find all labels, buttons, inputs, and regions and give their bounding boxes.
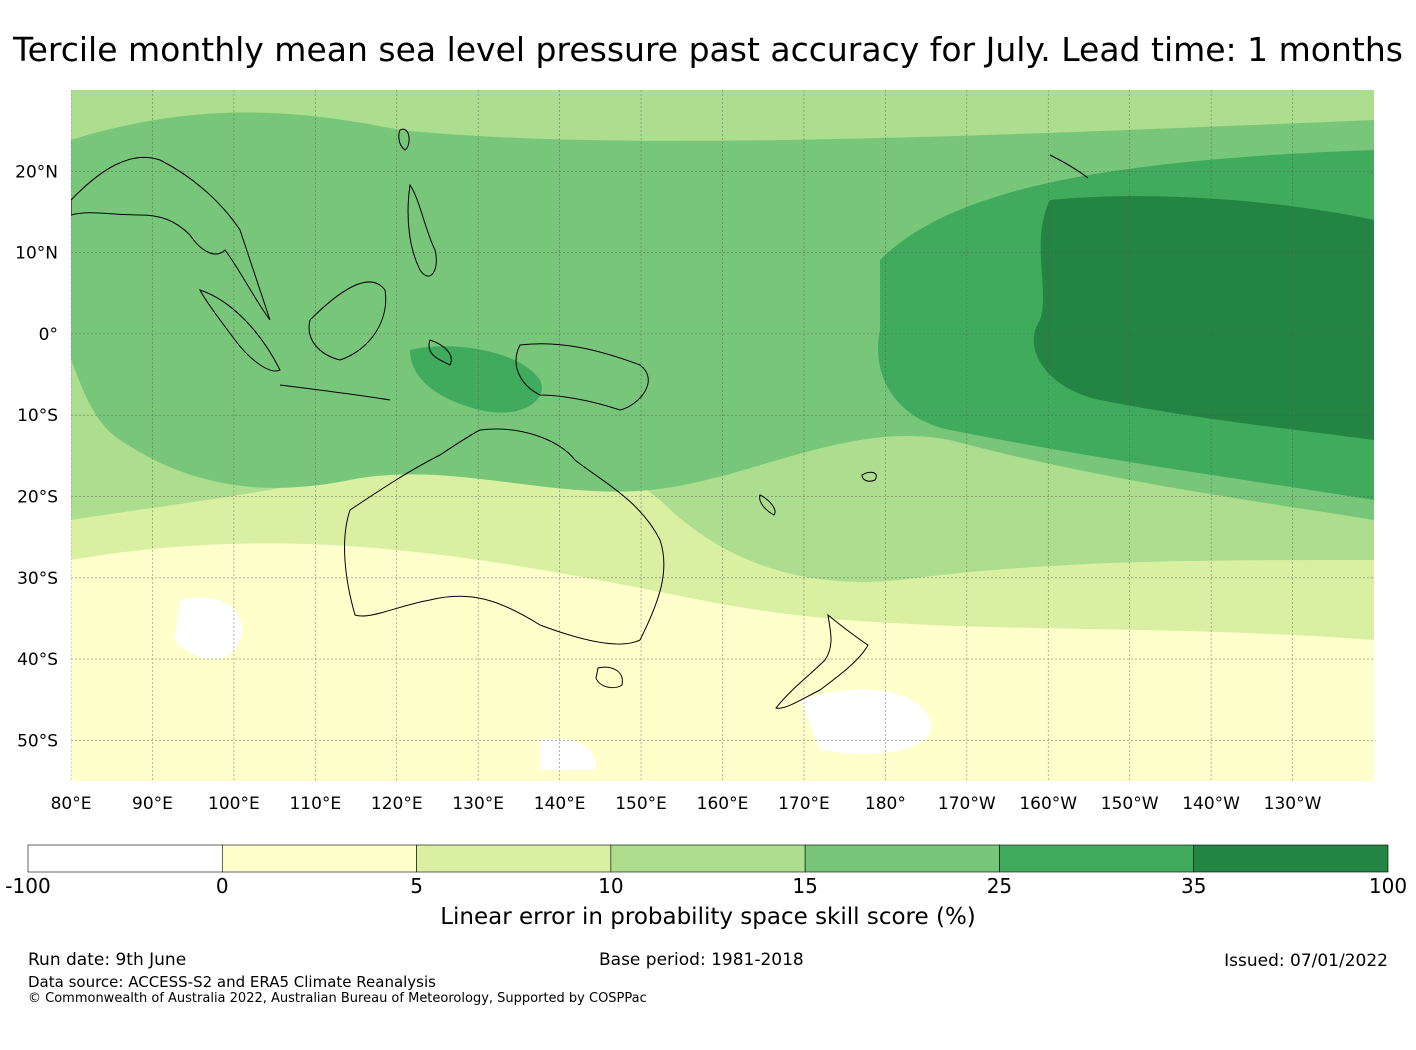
longitude-label: 180° [865,794,906,814]
latitude-label: 20°S [17,487,58,507]
latitude-label: 10°S [17,406,58,426]
longitude-label: 100°E [208,794,260,814]
colorbar-segment [221,844,417,873]
longitude-label: 160°W [1019,794,1077,814]
data-source: Data source: ACCESS-S2 and ERA5 Climate … [28,973,436,991]
taiwan-coast [398,128,410,151]
mainland-asia-coast [71,156,271,321]
longitude-label: 90°E [132,794,173,814]
colorbar-tick-label: 10 [598,874,623,898]
longitude-label: 140°W [1182,794,1240,814]
sumatra-coast [199,289,281,372]
new-caledonia-coast [759,494,776,516]
latitude-label: 50°S [17,731,58,751]
copyright: © Commonwealth of Australia 2022, Austra… [28,991,647,1006]
colorbar-tick-label: -100 [5,874,50,898]
longitude-label: 120°E [371,794,423,814]
zone-35-100 [1033,196,1374,440]
colorbar-title: Linear error in probability space skill … [440,904,976,930]
zone-negative-1 [175,597,242,659]
zone-0-5-south-2 [71,558,1374,781]
sulawesi-coast [428,339,452,366]
java-coast [279,384,391,401]
colorbar-segment [610,844,806,873]
longitude-label: 170°E [778,794,830,814]
fiji-coast [861,471,877,482]
latitude-label: 10°N [15,244,58,264]
philippines-coast [407,183,437,277]
borneo-coast [308,281,387,361]
colorbar-segment [416,844,612,873]
zone-negative-2 [800,689,932,754]
new-guinea-coast [515,343,649,411]
colorbar-tick-label: 15 [792,874,817,898]
longitude-label: 130°W [1264,794,1322,814]
run-date: Run date: 9th June [28,950,187,970]
skill-score-map: 20°N 10°N 0° 10°S 20°S 30°S 40°S 50°S 80°E 90°E 1… [5,90,1407,898]
colorbar-segment [999,844,1195,873]
longitude-label: 80°E [51,794,92,814]
longitude-label: 150°E [615,794,667,814]
colorbar-tick-label: 35 [1181,874,1206,898]
gridlines [71,90,1374,781]
colorbar-tick-label: 25 [987,874,1012,898]
new-zealand-coast [775,613,869,709]
colorbar-segment [27,844,223,873]
australia-coast [344,428,665,645]
longitude-labels: 80°E 90°E 100°E 110°E 120°E 130°E 140°E 150°E 16… [51,794,1322,814]
colorbar-tick-label: 5 [410,874,423,898]
latitude-labels: 20°N 10°N 0° 10°S 20°S 30°S 40°S 50°S [15,162,58,751]
longitude-label: 170°W [938,794,996,814]
issued-date: Issued: 07/01/2022 [1224,951,1388,971]
latitude-label: 0° [39,325,58,345]
tasmania-coast [595,666,623,689]
zone-negative-3 [540,738,596,770]
colorbar-segment [1193,844,1389,873]
coastlines [71,128,1089,709]
map-field [71,90,1374,781]
map-title: Tercile monthly mean sea level pressure … [13,30,1403,69]
longitude-label: 160°E [697,794,749,814]
hawaii-coast [1049,154,1089,179]
colorbar-tick-label: 0 [216,874,229,898]
latitude-label: 30°S [17,569,58,589]
longitude-label: 150°W [1101,794,1159,814]
colorbar [27,844,1389,873]
latitude-label: 20°N [15,162,58,182]
latitude-label: 40°S [17,650,58,670]
longitude-label: 110°E [289,794,341,814]
longitude-label: 130°E [452,794,504,814]
base-period: Base period: 1981-2018 [599,950,804,970]
colorbar-tick-label: 100 [1369,874,1407,898]
colorbar-tick-labels: -100 0 5 10 15 25 35 100 [5,874,1407,898]
longitude-label: 140°E [534,794,586,814]
zone-25-35-west [410,346,542,413]
colorbar-segment [804,844,1000,873]
